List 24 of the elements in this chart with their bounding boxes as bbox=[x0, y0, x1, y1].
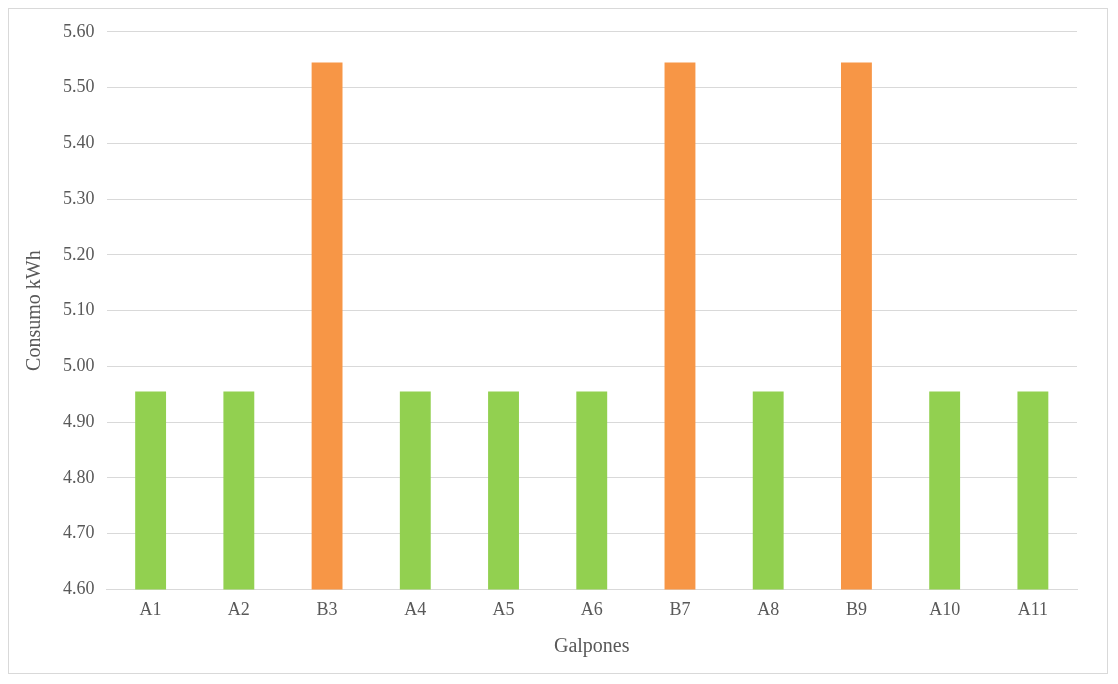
x-tick-label: A10 bbox=[929, 598, 961, 619]
x-tick-label: A4 bbox=[404, 598, 427, 619]
y-tick-label: 5.20 bbox=[63, 243, 95, 264]
x-tick-label: B7 bbox=[669, 598, 691, 619]
y-tick-label: 4.70 bbox=[63, 522, 95, 543]
y-tick-label: 5.40 bbox=[63, 132, 95, 153]
y-tick-label: 4.80 bbox=[63, 466, 95, 487]
x-tick-label: A2 bbox=[227, 598, 250, 619]
x-tick-label: B9 bbox=[845, 598, 867, 619]
y-tick-label: 5.30 bbox=[63, 187, 95, 208]
y-tick-label: 5.60 bbox=[63, 20, 95, 41]
x-tick-label: A1 bbox=[139, 598, 162, 619]
x-axis-title: Galpones bbox=[553, 634, 630, 658]
y-tick-label: 4.90 bbox=[63, 410, 95, 431]
y-tick-label: 5.10 bbox=[63, 299, 95, 320]
y-axis-title: Consumo kWh bbox=[22, 250, 45, 371]
x-tick-label: A6 bbox=[580, 598, 603, 619]
y-tick-label: 4.60 bbox=[63, 578, 95, 599]
y-tick-label: 5.00 bbox=[63, 355, 95, 376]
x-tick-label: A5 bbox=[492, 598, 515, 619]
y-tick-label: 5.50 bbox=[63, 76, 95, 97]
x-tick-label: A8 bbox=[757, 598, 780, 619]
x-tick-label: B3 bbox=[316, 598, 338, 619]
x-tick-label: A11 bbox=[1017, 598, 1049, 619]
